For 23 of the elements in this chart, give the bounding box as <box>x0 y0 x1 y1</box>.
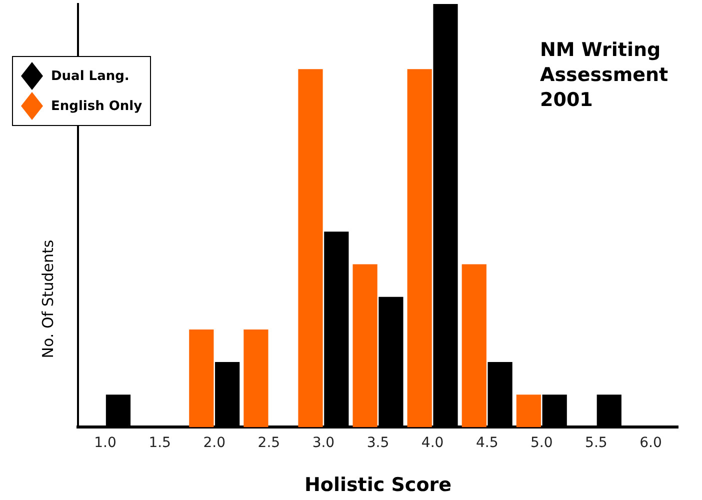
legend-label: Dual Lang. <box>51 68 130 84</box>
x-tick-label: 2.0 <box>203 435 226 452</box>
bar <box>189 329 214 428</box>
x-tick-label: 4.5 <box>476 435 498 452</box>
x-tick-label: 2.5 <box>258 435 280 452</box>
bar <box>407 69 432 428</box>
x-tick-label: 1.0 <box>94 435 116 452</box>
y-axis-title: No. Of Students <box>39 238 57 360</box>
x-tick-label: 5.0 <box>530 435 553 452</box>
x-tick-label: 5.5 <box>585 435 608 452</box>
x-tick-label: 4.0 <box>421 435 444 452</box>
x-tick-label: 1.5 <box>148 435 171 452</box>
legend-label: English Only <box>51 98 142 114</box>
bar <box>244 329 268 428</box>
bar <box>462 264 486 428</box>
bar <box>516 394 541 428</box>
x-tick-label: 6.0 <box>640 435 662 452</box>
bar <box>298 69 323 428</box>
bar <box>352 264 378 428</box>
x-tick-label: 3.5 <box>366 435 390 452</box>
text: NM Writing Assessment 2001 <box>540 38 670 113</box>
x-tick-label: 3.0 <box>312 435 335 452</box>
x-axis-title: Holistic Score <box>303 474 453 496</box>
